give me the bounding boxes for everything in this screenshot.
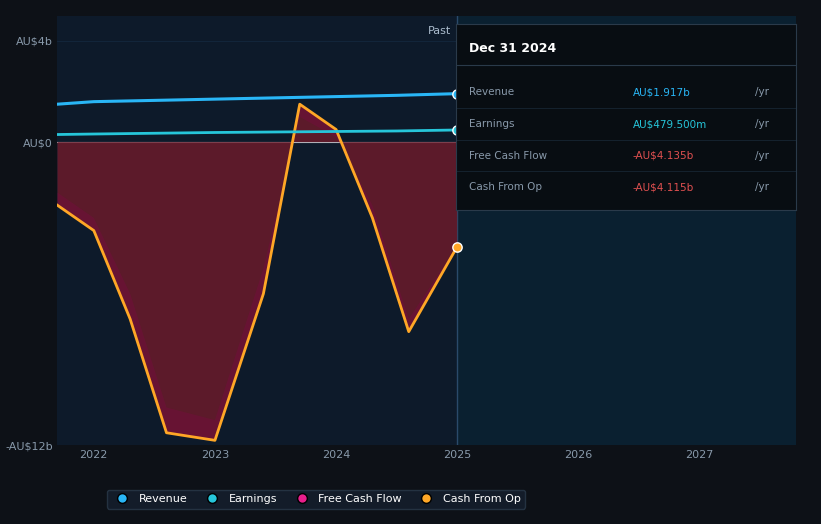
Text: -AU$4.115b: -AU$4.115b <box>633 182 694 192</box>
Text: Past: Past <box>428 26 452 36</box>
Text: /yr: /yr <box>755 151 769 161</box>
Text: /yr: /yr <box>755 88 769 97</box>
Text: Free Cash Flow: Free Cash Flow <box>470 151 548 161</box>
Text: Revenue: Revenue <box>470 88 515 97</box>
Text: Earnings: Earnings <box>470 119 515 129</box>
Text: AU$479.500m: AU$479.500m <box>633 119 707 129</box>
Text: AU$1.917b: AU$1.917b <box>633 88 690 97</box>
Text: Dec 31 2024: Dec 31 2024 <box>470 42 557 55</box>
Text: /yr: /yr <box>755 182 769 192</box>
Text: Analysts Forecasts: Analysts Forecasts <box>463 26 566 36</box>
Text: -AU$4.135b: -AU$4.135b <box>633 151 694 161</box>
Point <box>451 90 464 98</box>
Point <box>451 126 464 134</box>
Bar <box>457 16 796 445</box>
Legend: Revenue, Earnings, Free Cash Flow, Cash From Op: Revenue, Earnings, Free Cash Flow, Cash … <box>107 490 525 509</box>
Point <box>451 243 464 251</box>
Text: Cash From Op: Cash From Op <box>470 182 543 192</box>
Text: /yr: /yr <box>755 119 769 129</box>
